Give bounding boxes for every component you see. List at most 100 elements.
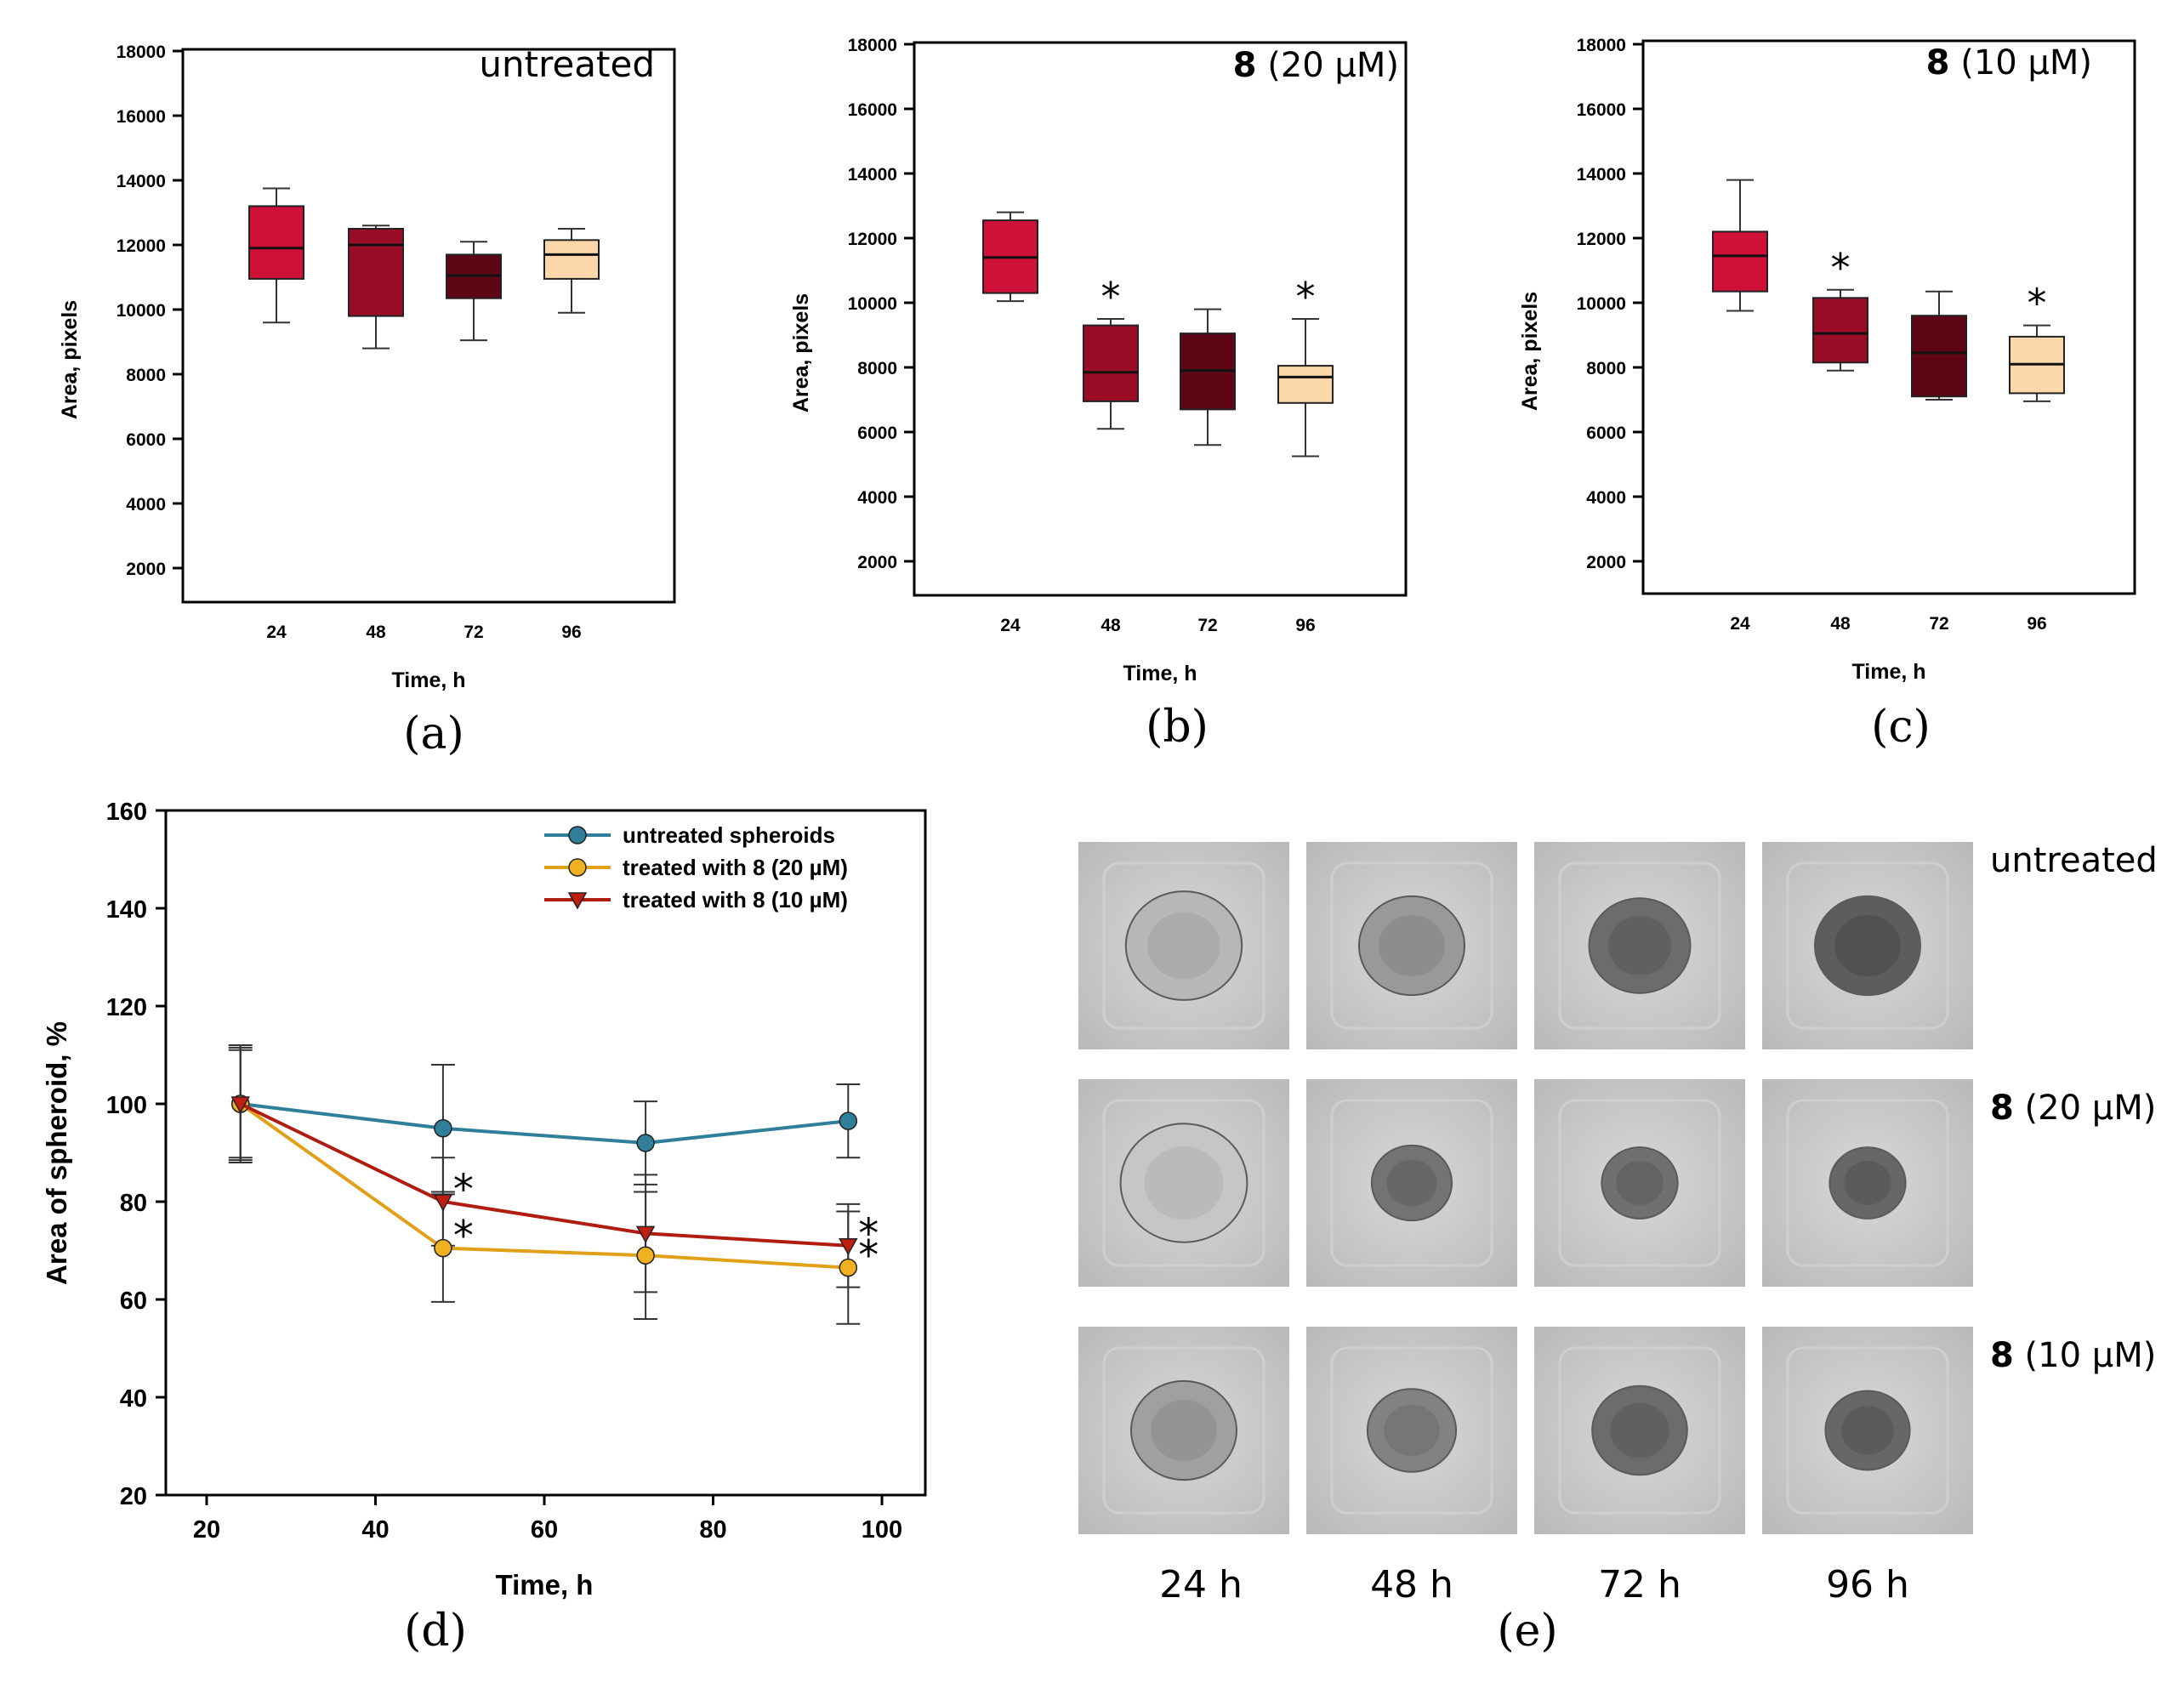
panel-b-box-chart: 2000 4000 6000 8000 10000 12000 14000 16000 1800…: [789, 36, 1408, 753]
significance-star: *: [1296, 274, 1316, 320]
box-96h: [1277, 365, 1334, 404]
x-tick-label: 20: [193, 1516, 220, 1544]
significance-star: *: [1101, 274, 1121, 320]
x-tick-label: 72: [464, 623, 483, 642]
panel-title: 8 (10 μM): [1926, 43, 2092, 82]
x-tick-label: 24: [266, 623, 287, 642]
x-tick-label: 96: [561, 623, 581, 642]
y-axis-title: Area, pixels: [789, 293, 813, 412]
well-outline: [1330, 1099, 1493, 1267]
well-outline: [1102, 861, 1265, 1030]
y-tick-label: 18000: [848, 36, 897, 55]
x-tick-label: 24: [1000, 616, 1021, 635]
y-tick-label: 10000: [117, 301, 166, 321]
column-label: 72 h: [1598, 1563, 1681, 1606]
box-48h: [1083, 324, 1139, 402]
row-label: 8 (20 μM): [1990, 1089, 2156, 1128]
row-label: 8 (10 μM): [1990, 1336, 2156, 1375]
row-label-compound: 8: [1990, 1336, 2014, 1375]
y-tick-label: 4000: [857, 488, 897, 508]
y-tick-label: 6000: [126, 430, 166, 450]
spheroid-core: [1834, 915, 1901, 976]
x-tick-label: 48: [1101, 616, 1121, 635]
well-outline: [1558, 1099, 1721, 1267]
box-24h: [248, 205, 304, 280]
data-point: [839, 1112, 858, 1130]
data-point: [433, 1194, 453, 1212]
legend-entry: treated with 8 (10 µM): [623, 887, 848, 913]
x-axis-title: Time, h: [1851, 660, 1925, 684]
y-tick-label: 8000: [1586, 359, 1626, 378]
y-tick-label: 2000: [126, 560, 166, 579]
spheroid-core: [1607, 916, 1672, 975]
panel-title-compound: 8: [1926, 43, 1950, 82]
y-tick-label: 100: [106, 1092, 147, 1119]
panel-label: (c): [1871, 702, 1931, 753]
y-tick-label: 60: [120, 1288, 147, 1315]
panel-title-concentration: (20 μM): [1257, 46, 1400, 85]
panel-label: (d): [404, 1606, 467, 1657]
spheroid-core: [1610, 1402, 1669, 1458]
panel-title: untreated: [479, 43, 655, 85]
y-tick-label: 20: [120, 1483, 147, 1510]
panel-label: (a): [403, 708, 464, 759]
significance-star: *: [858, 1232, 879, 1280]
y-tick-label: 18000: [117, 43, 166, 62]
significance-star: *: [453, 1166, 474, 1214]
y-tick-label: 4000: [126, 495, 166, 515]
y-tick-label: 6000: [857, 424, 897, 443]
box-24h: [1712, 230, 1768, 293]
data-point: [434, 1238, 452, 1258]
legend-entry: untreated spheroids: [623, 822, 835, 848]
significance-star: *: [1831, 245, 1851, 291]
data-point: [635, 1225, 656, 1243]
plot-frame: [913, 41, 1408, 597]
series-line-2: [239, 1102, 849, 1248]
y-tick-label: 140: [106, 896, 147, 924]
y-tick-label: 18000: [1577, 36, 1626, 55]
y-tick-label: 80: [120, 1190, 147, 1217]
y-tick-label: 14000: [117, 172, 166, 191]
well-outline: [1786, 861, 1949, 1030]
y-tick-label: 12000: [848, 230, 897, 249]
y-tick-label: 6000: [1586, 424, 1626, 443]
well-outline: [1558, 861, 1721, 1030]
x-tick-label: 72: [1929, 614, 1948, 634]
spheroid-core: [1386, 1159, 1437, 1207]
x-axis-title: Time, h: [1123, 662, 1197, 685]
well-outline: [1330, 861, 1493, 1030]
x-tick-label: 24: [1730, 614, 1750, 634]
x-tick-label: 48: [366, 623, 386, 642]
y-axis-title: Area, pixels: [58, 300, 82, 419]
spheroid-core: [1384, 1404, 1440, 1457]
legend-marker: [567, 892, 588, 910]
plot-frame: [181, 48, 676, 604]
x-tick-label: 96: [2027, 614, 2046, 634]
row-label-concentration: (10 μM): [2014, 1336, 2157, 1375]
y-tick-label: 4000: [1586, 488, 1626, 508]
y-tick-label: 12000: [117, 236, 166, 256]
row-label: untreated: [1990, 841, 2158, 880]
data-point: [636, 1134, 655, 1152]
y-tick-label: 2000: [857, 553, 897, 572]
x-tick-label: 80: [699, 1516, 726, 1544]
y-tick-label: 2000: [1586, 553, 1626, 572]
well-outline: [1330, 1346, 1493, 1515]
legend-marker: [568, 826, 587, 844]
x-axis-title: Time, h: [391, 668, 465, 692]
well-outline: [1102, 1346, 1265, 1515]
y-tick-label: 8000: [126, 366, 166, 385]
panel-title-compound: 8: [1233, 46, 1257, 85]
y-tick-label: 8000: [857, 359, 897, 378]
panel-a-box-chart: 2000 4000 6000 8000 10000 12000 14000 16000 1800…: [58, 43, 676, 759]
row-label-compound: 8: [1990, 1089, 2014, 1128]
x-tick-label: 72: [1197, 616, 1217, 635]
y-tick-label: 14000: [848, 165, 897, 185]
plot-frame: [1641, 39, 2136, 595]
y-tick-label: 12000: [1577, 230, 1626, 249]
x-tick-label: 40: [361, 1516, 389, 1544]
x-tick-label: 60: [531, 1516, 558, 1544]
y-tick-label: 120: [106, 994, 147, 1021]
spheroid-core: [1151, 1400, 1217, 1461]
